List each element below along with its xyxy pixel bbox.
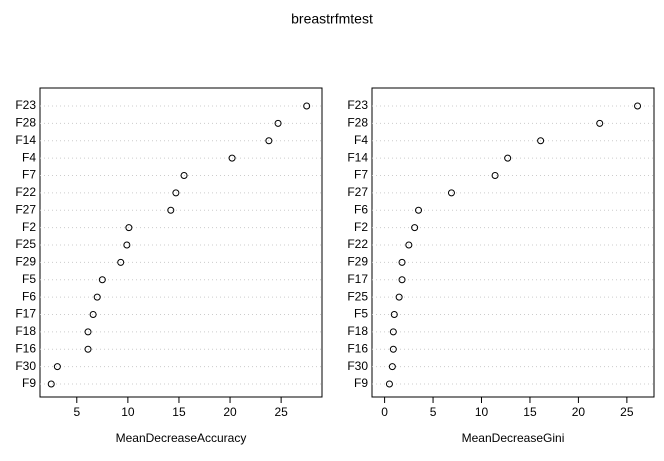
point: [123, 241, 131, 249]
y-category-label: F27: [15, 202, 36, 216]
point: [398, 258, 406, 266]
y-category-label: F6: [22, 289, 36, 303]
y-category-label: F18: [347, 324, 368, 338]
y-category-label: F25: [347, 289, 368, 303]
y-category-label: F30: [347, 359, 368, 373]
point: [84, 345, 92, 353]
x-tick-label: 15: [523, 405, 537, 419]
y-category-label: F9: [354, 376, 368, 390]
y-category-label: F14: [347, 150, 368, 164]
x-tick-label: 0: [381, 405, 388, 419]
x-axis-label: MeanDecreaseAccuracy: [116, 431, 247, 445]
x-axis-label: MeanDecreaseGini: [462, 431, 565, 445]
point: [172, 189, 180, 197]
y-category-label: F25: [15, 237, 36, 251]
point: [537, 137, 545, 145]
y-category-label: F14: [15, 133, 36, 147]
y-category-label: F22: [347, 237, 368, 251]
point: [117, 258, 125, 266]
point: [89, 311, 97, 318]
plot-frame: [371, 87, 655, 398]
x-tick-label: 20: [223, 405, 237, 419]
y-category-label: F5: [354, 307, 368, 321]
point: [596, 119, 604, 127]
plot-frame: [39, 87, 323, 398]
point: [389, 345, 397, 353]
y-category-label: F7: [22, 168, 36, 182]
y-category-label: F6: [354, 202, 368, 216]
point: [415, 206, 423, 214]
x-tick-label: 25: [620, 405, 634, 419]
point: [405, 241, 413, 249]
point: [398, 276, 406, 284]
y-category-label: F4: [354, 133, 368, 147]
y-category-label: F16: [15, 341, 36, 355]
point: [167, 206, 175, 214]
point: [390, 311, 398, 318]
point: [447, 189, 455, 197]
x-tick-label: 5: [430, 405, 437, 419]
x-tick-label: 25: [274, 405, 288, 419]
y-category-label: F23: [15, 98, 36, 112]
point: [47, 380, 55, 388]
point: [389, 328, 397, 336]
point: [265, 137, 273, 145]
x-tick-label: 10: [121, 405, 135, 419]
y-category-label: F4: [22, 150, 36, 164]
point: [84, 328, 92, 336]
y-category-label: F22: [15, 185, 36, 199]
point: [125, 224, 133, 232]
y-category-label: F7: [354, 168, 368, 182]
y-category-label: F17: [347, 272, 368, 286]
x-tick-label: 10: [475, 405, 489, 419]
point: [303, 102, 311, 110]
point: [491, 172, 499, 179]
y-category-label: F28: [15, 116, 36, 130]
y-category-label: F29: [15, 255, 36, 269]
point: [634, 102, 642, 110]
x-tick-label: 5: [73, 405, 80, 419]
point: [93, 293, 101, 301]
point: [98, 276, 106, 284]
y-category-label: F28: [347, 116, 368, 130]
y-category-label: F17: [15, 307, 36, 321]
y-category-label: F23: [347, 98, 368, 112]
y-category-label: F29: [347, 255, 368, 269]
y-category-label: F2: [354, 220, 368, 234]
point: [395, 293, 403, 301]
point: [385, 380, 393, 388]
point: [180, 172, 188, 179]
y-category-label: F5: [22, 272, 36, 286]
y-category-label: F27: [347, 185, 368, 199]
point: [504, 154, 512, 162]
point: [388, 363, 396, 371]
point: [274, 119, 282, 127]
y-category-label: F18: [15, 324, 36, 338]
y-category-label: F16: [347, 341, 368, 355]
point: [53, 363, 61, 371]
figure-title: breastrfmtest: [291, 11, 373, 27]
point: [228, 154, 236, 162]
x-tick-label: 20: [572, 405, 586, 419]
x-tick-label: 15: [172, 405, 186, 419]
y-category-label: F9: [22, 376, 36, 390]
y-category-label: F2: [22, 220, 36, 234]
point: [411, 224, 419, 232]
y-category-label: F30: [15, 359, 36, 373]
